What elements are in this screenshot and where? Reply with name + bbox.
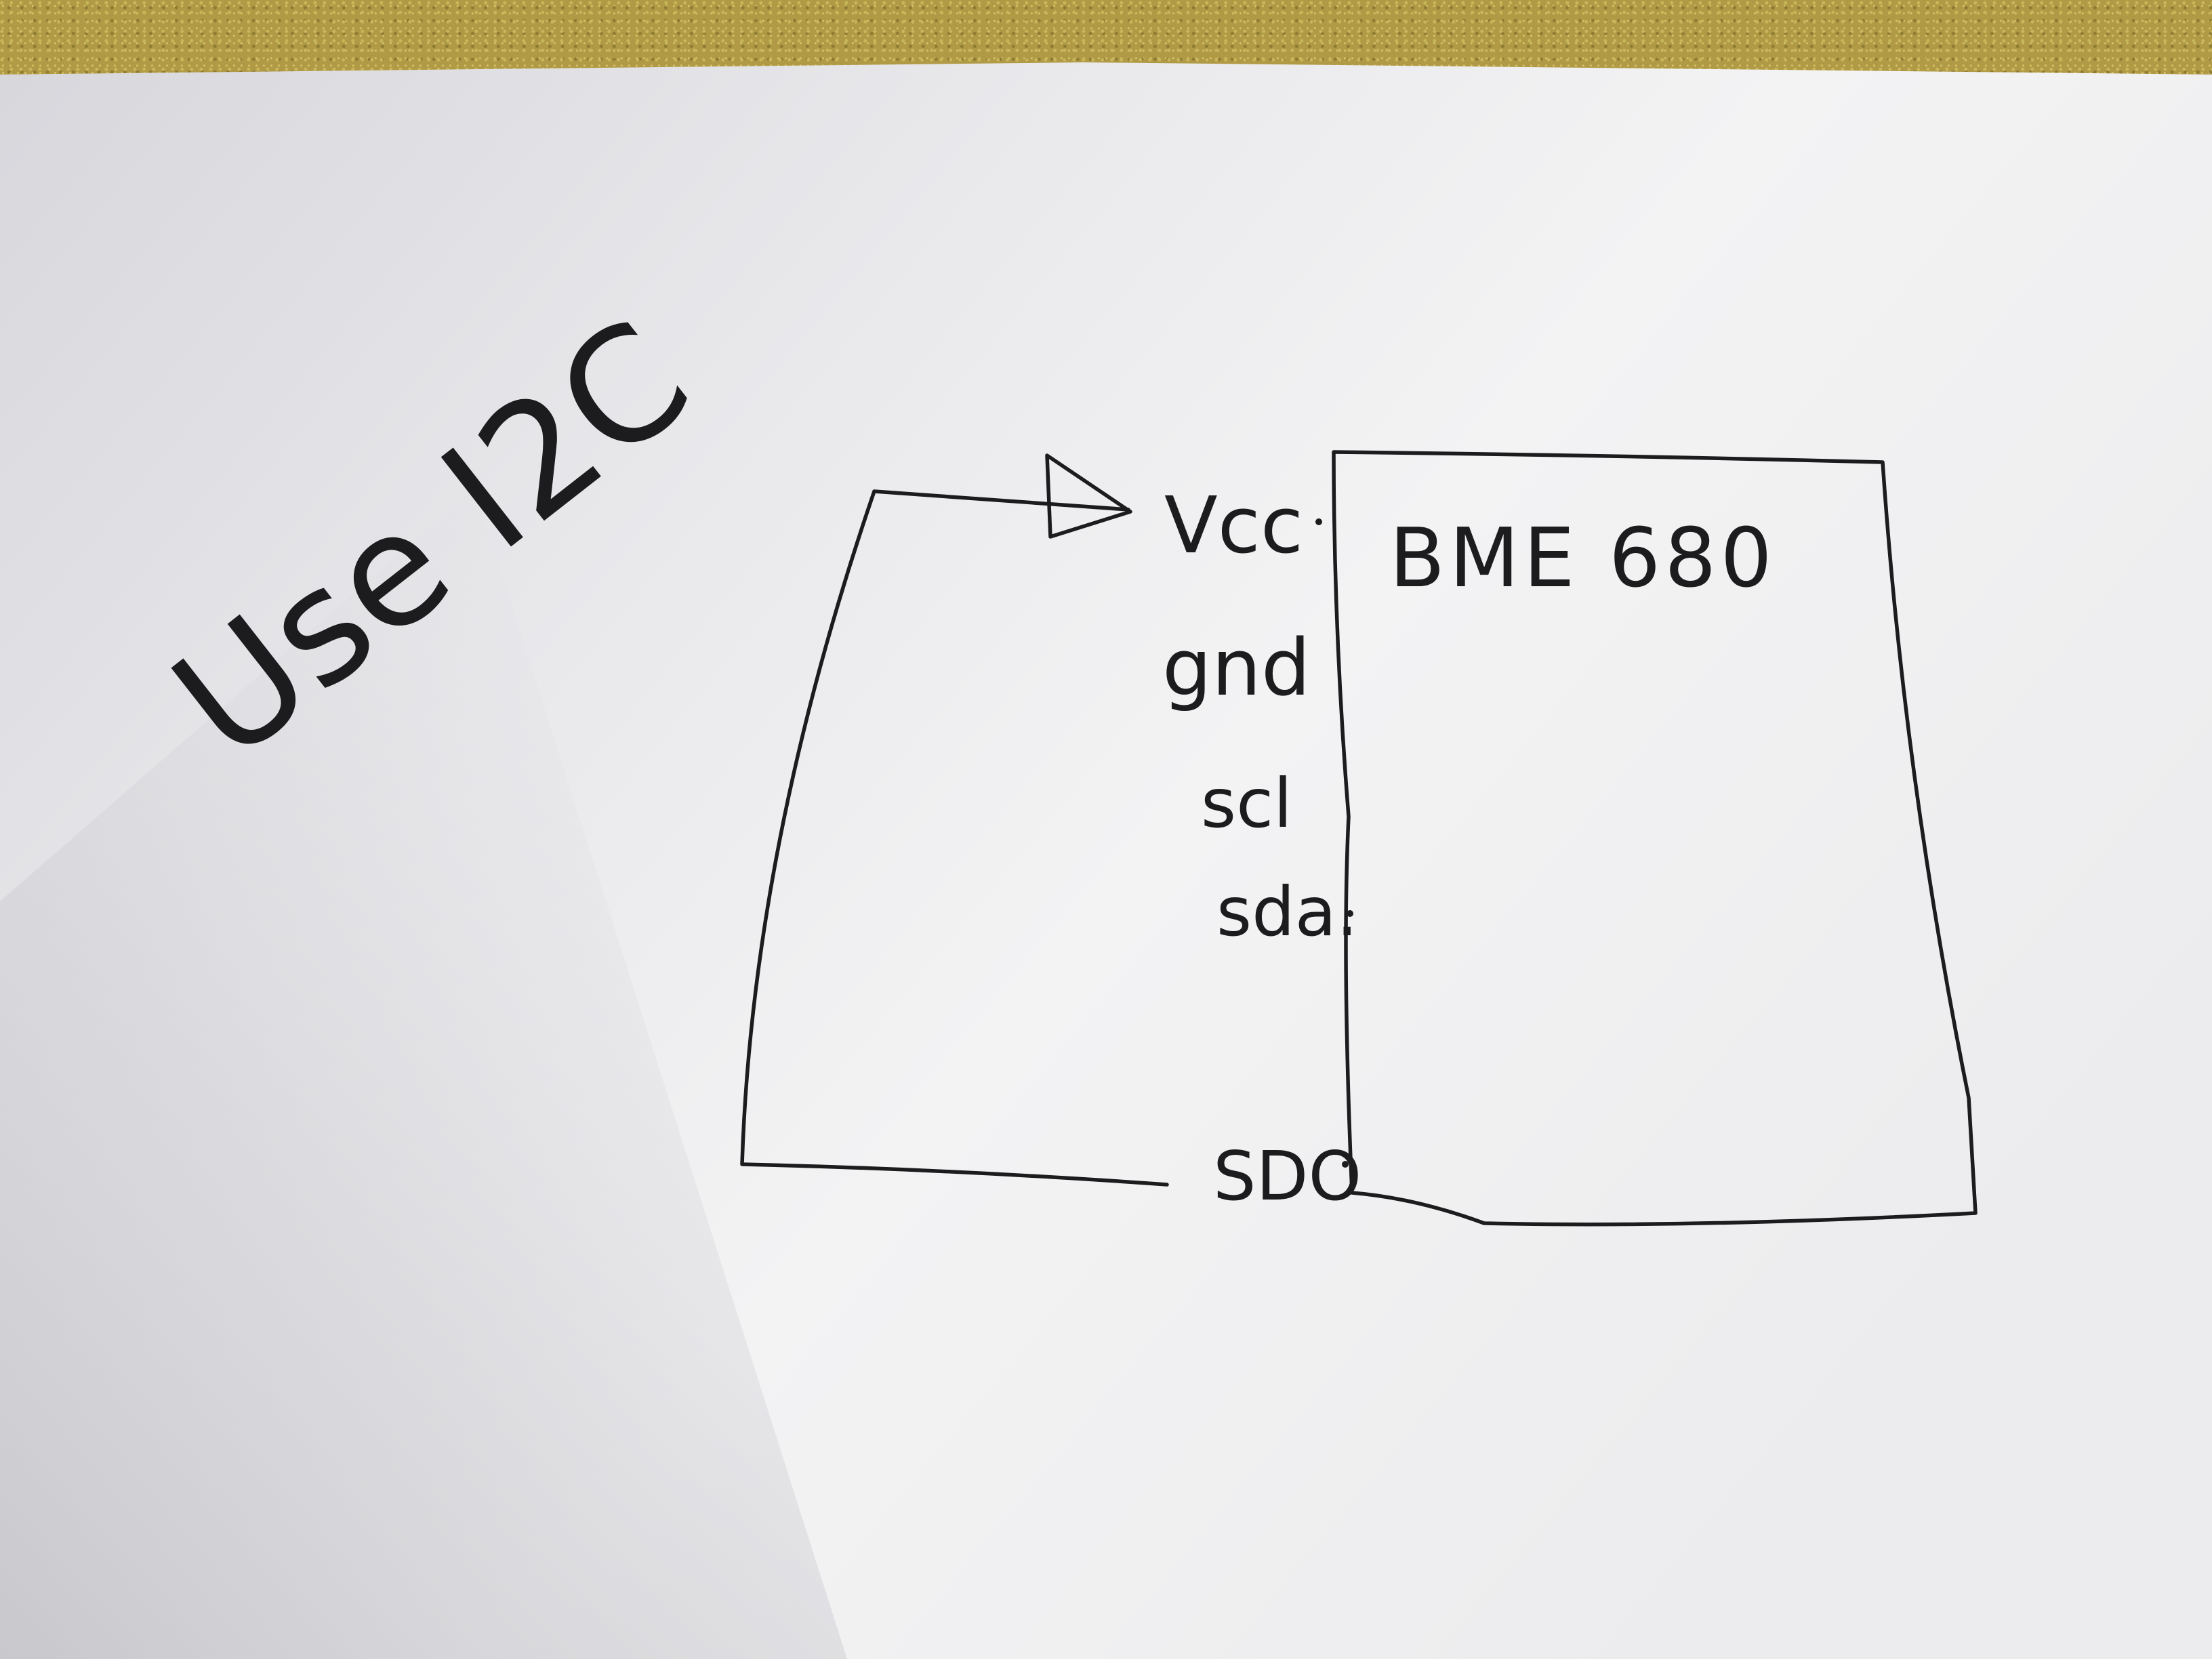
pin-dot-sdo bbox=[1342, 1161, 1349, 1168]
pin-label-gnd: gnd bbox=[1162, 623, 1311, 714]
module-outline bbox=[1332, 450, 1978, 1227]
arrow-head bbox=[1045, 453, 1132, 539]
pin-label-scl: scl bbox=[1201, 764, 1292, 843]
pin-label-vcc: Vcc bbox=[1164, 480, 1303, 571]
shadow-band bbox=[0, 488, 847, 1659]
wire-sdo-to-vcc bbox=[740, 489, 1169, 1187]
pin-dot-sda bbox=[1347, 910, 1353, 917]
pin-label-sda: sda. bbox=[1216, 872, 1358, 951]
pin-label-sdo: SDO bbox=[1213, 1136, 1361, 1216]
pin-dot-vcc bbox=[1315, 518, 1322, 525]
module-label: BME 680 bbox=[1389, 512, 1776, 606]
